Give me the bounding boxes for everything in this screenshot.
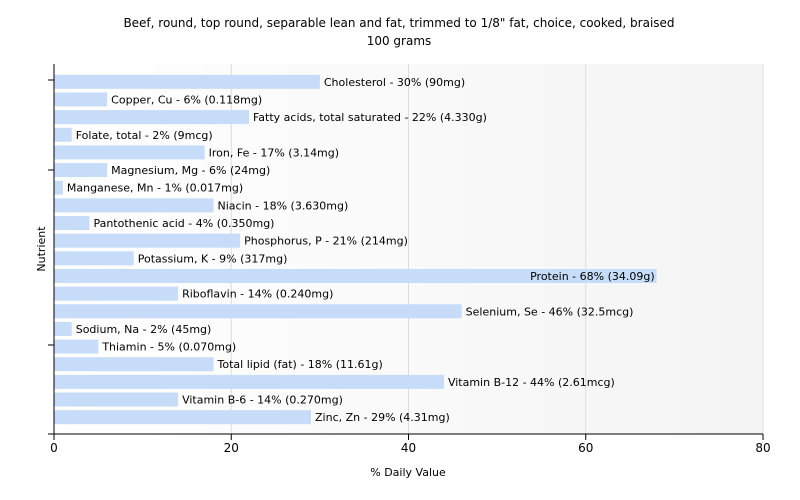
chart-title: Beef, round, top round, separable lean a… <box>123 16 674 30</box>
bar-label-1: Cholesterol - 30% (90mg) <box>324 76 465 89</box>
bar-label-13: Riboflavin - 14% (0.240mg) <box>182 288 333 301</box>
bar-label-16: Thiamin - 5% (0.070mg) <box>101 341 236 354</box>
bar-label-7: Manganese, Mn - 1% (0.017mg) <box>67 182 243 195</box>
chart-subtitle: 100 grams <box>367 34 432 48</box>
bar-label-11: Potassium, K - 9% (317mg) <box>138 252 288 265</box>
bar-labels: Cholesterol - 30% (90mg) Copper, Cu - 6% … <box>67 76 655 424</box>
bar-label-15: Sodium, Na - 2% (45mg) <box>76 323 212 336</box>
bar-12 <box>54 268 657 283</box>
grid-lines <box>230 64 764 434</box>
x-tick-label-0: 0 <box>50 441 58 455</box>
bar-label-14: Selenium, Se - 46% (32.5mcg) <box>466 305 634 318</box>
bar-1 <box>54 74 320 89</box>
bar-label-12: Protein - 68% (34.09g) <box>530 270 655 283</box>
x-tick-label-20: 20 <box>224 441 239 455</box>
bar-label-20: Zinc, Zn - 29% (4.31mg) <box>315 411 450 424</box>
bar-label-19: Vitamin B-6 - 14% (0.270mg) <box>182 394 343 407</box>
bar-11 <box>54 251 134 266</box>
bar-label-5: Iron, Fe - 17% (3.14mg) <box>209 146 339 159</box>
bar-9 <box>54 216 90 231</box>
bar-label-6: Magnesium, Mg - 6% (24mg) <box>111 164 270 177</box>
bar-label-9: Pantothenic acid - 4% (0.350mg) <box>93 217 274 230</box>
bar-label-2: Copper, Cu - 6% (0.118mg) <box>111 93 262 106</box>
bar-17 <box>54 357 214 372</box>
x-tick-label-40: 40 <box>401 441 416 455</box>
x-tick-label-60: 60 <box>578 441 593 455</box>
bar-3 <box>54 110 249 125</box>
bar-label-4: Folate, total - 2% (9mcg) <box>76 129 213 142</box>
bar-16 <box>54 339 99 354</box>
bar-label-3: Fatty acids, total saturated - 22% (4.33… <box>253 111 487 124</box>
y-axis-title: Nutrient <box>35 226 48 272</box>
bar-19 <box>54 392 179 407</box>
bar-2 <box>54 92 108 107</box>
x-axis-ticks: 0 20 40 60 80 <box>50 434 771 455</box>
bar-label-17: Total lipid (fat) - 18% (11.61g) <box>217 358 383 371</box>
bar-label-18: Vitamin B-12 - 44% (2.61mcg) <box>448 376 615 389</box>
bar-4 <box>54 127 72 142</box>
bar-8 <box>54 198 214 213</box>
bar-18 <box>54 374 444 389</box>
x-axis-title: % Daily Value <box>370 466 446 479</box>
bar-13 <box>54 286 179 301</box>
y-axis-ticks <box>48 79 54 435</box>
bar-15 <box>54 321 72 336</box>
bar-5 <box>54 145 205 160</box>
bar-7 <box>54 180 63 195</box>
bar-14 <box>54 304 462 319</box>
bar-label-8: Niacin - 18% (3.630mg) <box>218 199 349 212</box>
bar-label-10: Phosphorus, P - 21% (214mg) <box>244 235 408 248</box>
bar-10 <box>54 233 241 248</box>
bar-20 <box>54 410 312 425</box>
bars <box>54 74 657 425</box>
x-tick-label-80: 80 <box>755 441 770 455</box>
bar-6 <box>54 163 108 178</box>
